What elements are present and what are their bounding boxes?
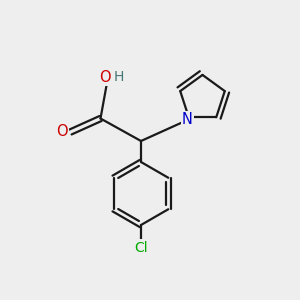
Text: O: O bbox=[56, 124, 68, 140]
Text: H: H bbox=[114, 70, 124, 84]
Text: N: N bbox=[182, 112, 193, 128]
Text: O: O bbox=[99, 70, 111, 85]
Text: Cl: Cl bbox=[134, 241, 148, 254]
